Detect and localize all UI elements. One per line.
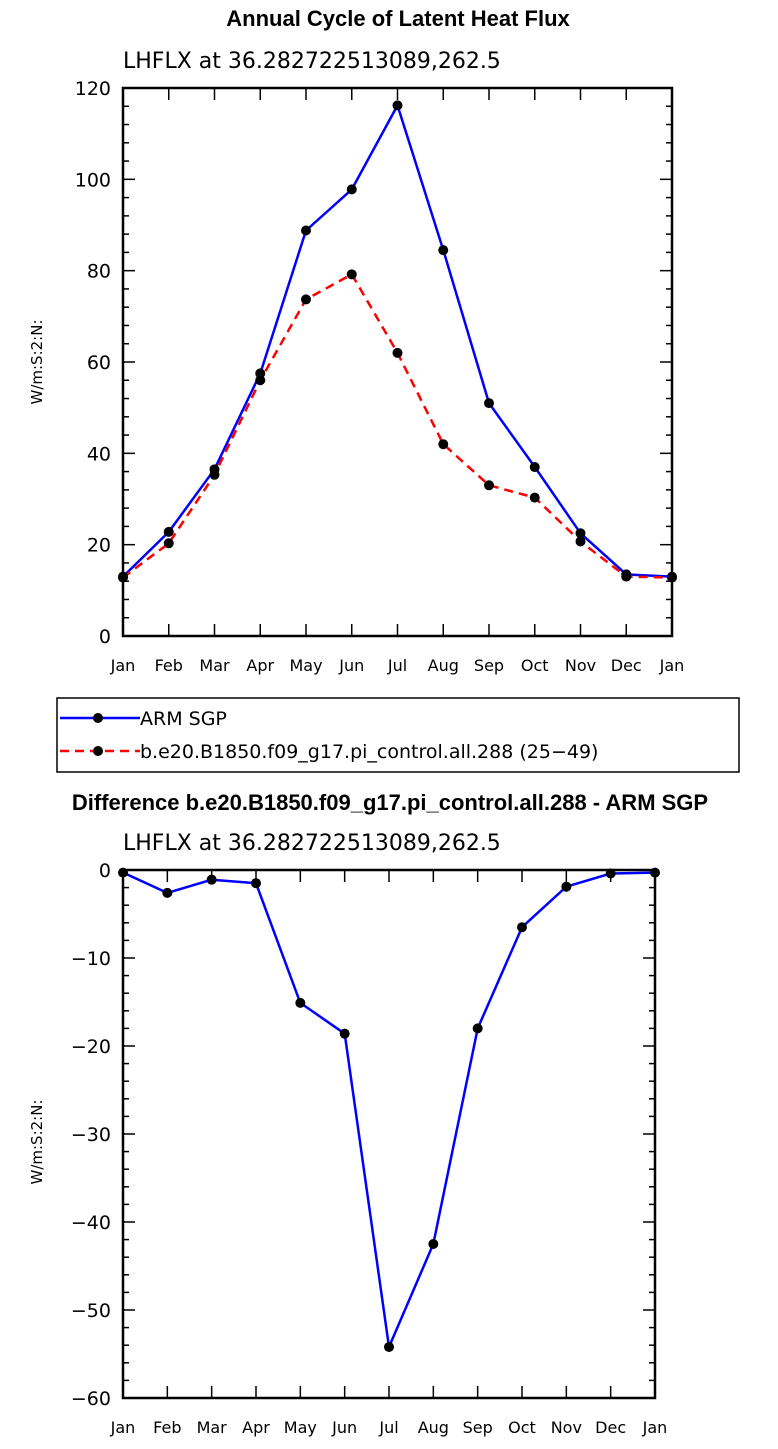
chart-1-xtick-label: Apr <box>246 656 274 675</box>
chart-2-ytick-label: −30 <box>71 1124 111 1146</box>
chart-2-series-1-point <box>251 878 261 889</box>
chart-1-series-2-point <box>301 294 311 305</box>
chart-2-xtick-label: Nov <box>551 1418 582 1437</box>
chart-1-series-2-point <box>209 469 220 480</box>
chart-1-series-2-point <box>621 571 632 582</box>
chart-2-series-1-point <box>118 867 128 878</box>
chart-1-ytick-label: 100 <box>75 169 111 191</box>
chart-1-plot-area: 0 20 40 60 80 100 120 Jan Feb Mar Apr May Jun Jul Aug S… <box>75 78 685 675</box>
chart-2-series-1-point <box>162 887 173 898</box>
chart-1-xtick-label: Sep <box>474 656 504 675</box>
chart-2-xtick-label: Dec <box>595 1418 626 1437</box>
chart-2-series-1-point <box>295 997 306 1008</box>
chart-2-ytick-label: −40 <box>71 1212 111 1234</box>
chart-1-ytick-label: 20 <box>87 535 111 557</box>
chart-1-series-2-point <box>575 536 586 547</box>
chart-1-xtick-label: Jun <box>338 656 364 675</box>
chart-1-series-2-point <box>529 492 540 503</box>
chart-2-title: Difference b.e20.B1850.f09_g17.pi_contro… <box>72 790 708 815</box>
chart-1-xtick-label: Jan <box>110 656 136 675</box>
chart-2-xtick-label: Mar <box>197 1418 228 1437</box>
chart-1-series-1-point <box>575 528 586 539</box>
chart-2-xtick-label: Jun <box>331 1418 357 1437</box>
chart-1-series-2-line <box>122 273 673 579</box>
chart-1-series-1-point <box>438 245 449 256</box>
chart-1-subtitle: LHFLX at 36.282722513089,262.5 <box>123 49 501 74</box>
chart-2-xtick-label: May <box>284 1418 317 1437</box>
chart-1-series-1-point <box>255 368 266 379</box>
legend-marker-model <box>93 746 103 756</box>
chart-1-xtick-label: Aug <box>428 656 459 675</box>
chart-1-ytick-label: 60 <box>87 352 111 374</box>
chart-1-xtick-label: Oct <box>521 656 549 675</box>
chart-1-series-1-point <box>346 184 357 195</box>
chart-2-frame <box>121 868 657 1400</box>
legend-label-model: b.e20.B1850.f09_g17.pi_control.all.288 (… <box>140 741 598 763</box>
chart-2-series-1-point <box>517 922 527 933</box>
chart-1-series-2-point <box>118 572 128 583</box>
chart-1-series-1-point <box>163 526 174 537</box>
chart-2-xtick-label: Sep <box>463 1418 493 1437</box>
chart-1-series-2-point <box>438 439 449 450</box>
chart-2-series-1-point <box>339 1028 350 1039</box>
chart-1-series-1-point <box>484 398 494 409</box>
chart-2-plot-area: 0 −10 −20 −30 −40 −50 −60 Jan Feb Mar Apr May Jun Jul… <box>71 860 667 1437</box>
chart-2-series-1-point <box>650 867 660 878</box>
legend-box <box>56 697 740 773</box>
chart-2-series-1-point <box>384 1341 394 1352</box>
chart-1-ytick-label: 40 <box>87 443 111 465</box>
chart-1-xtick-label: Dec <box>611 656 642 675</box>
chart-1-series-1-point <box>529 462 540 473</box>
chart-2-subtitle: LHFLX at 36.282722513089,262.5 <box>123 831 501 856</box>
chart-1-xtick-label: May <box>289 656 322 675</box>
chart-1-xtick-label: Mar <box>199 656 230 675</box>
chart-1-ytick-label: 80 <box>87 261 111 283</box>
chart-2-xtick-label: Aug <box>418 1418 449 1437</box>
chart-1-xtick-label: Nov <box>565 656 596 675</box>
chart-2-xtick-label: Feb <box>153 1418 181 1437</box>
chart-2-ylabel: W/m:S:2:N: <box>28 1100 46 1185</box>
chart-2-xtick-label: Jan <box>110 1418 136 1437</box>
chart-1-series-2-point <box>667 572 677 583</box>
legend-label-arm-sgp: ARM SGP <box>140 708 227 730</box>
chart-2-xtick-label: Jan <box>642 1418 668 1437</box>
chart-1-xtick-label: Feb <box>155 656 183 675</box>
chart-1-series-2-point <box>163 538 174 549</box>
chart-1-series-1-point <box>301 225 311 236</box>
chart-1-series-2-point <box>255 375 266 386</box>
chart-1-xtick-label: Jan <box>659 656 685 675</box>
chart-1-series-1-point <box>392 100 403 111</box>
chart-2-series-1-point <box>428 1239 439 1249</box>
chart-1-series-2-point <box>484 480 494 491</box>
chart-1-title: Annual Cycle of Latent Heat Flux <box>226 6 570 31</box>
chart-2-ytick-label: −20 <box>71 1036 111 1058</box>
chart-1-ylabel: W/m:S:2:N: <box>28 320 46 405</box>
chart-2-series-1-point <box>605 868 616 879</box>
chart-1-series-2-point <box>392 347 403 358</box>
chart-1-legend: ARM SGP b.e20.B1850.f09_g17.pi_control.a… <box>56 697 740 773</box>
chart-1-xtick-label: Jul <box>387 656 407 675</box>
chart-2-series-1-point <box>472 1023 483 1034</box>
chart-2-ytick-label: −60 <box>71 1388 111 1410</box>
legend-marker-arm-sgp <box>93 713 103 723</box>
chart-1-series-1-line <box>122 104 673 578</box>
chart-2-ytick-label: −50 <box>71 1300 111 1322</box>
chart-2-xtick-label: Oct <box>508 1418 536 1437</box>
chart-1-ytick-label: 120 <box>75 78 111 100</box>
chart-2-series-1-point <box>561 881 572 892</box>
chart-1-frame <box>121 86 674 638</box>
chart-2-xtick-label: Apr <box>242 1418 270 1437</box>
chart-1-series-2-point <box>346 269 357 280</box>
chart-2-ytick-label: 0 <box>99 860 111 882</box>
chart-2-xtick-label: Jul <box>378 1418 398 1437</box>
chart-2-series-1-line <box>122 871 656 1349</box>
chart-2-ytick-label: −10 <box>71 948 111 970</box>
chart-1-ytick-label: 0 <box>99 626 111 648</box>
chart-2-series-1-point <box>206 874 217 885</box>
